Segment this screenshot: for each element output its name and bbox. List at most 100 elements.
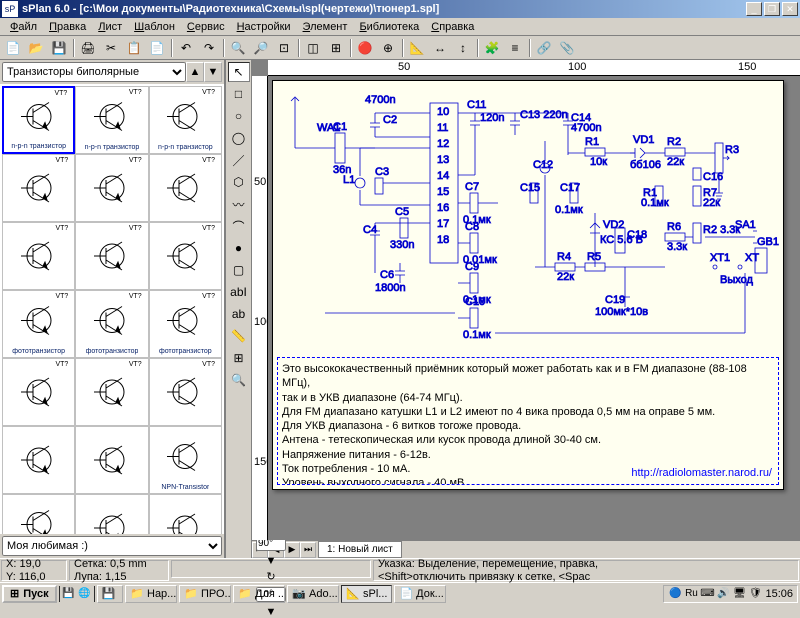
menu-Правка[interactable]: Правка [43,19,92,35]
symbol-cell[interactable]: VT?n-p-n транзистор [75,86,148,154]
lib-next-button[interactable]: ▼ [204,62,222,82]
component-button[interactable]: 🧩 [481,38,503,58]
save-button[interactable]: 💾 [48,38,70,58]
quicklaunch-icon[interactable]: 💾 [62,587,76,601]
svg-text:C3: C3 [375,166,389,178]
menu-Сервис[interactable]: Сервис [181,19,231,35]
menu-Настройки[interactable]: Настройки [231,19,297,35]
print-button[interactable]: 🖨 [77,38,99,58]
status-y: Y: 116,0 [6,571,62,583]
tray-icon[interactable]: ⌨ [700,587,714,601]
menu-Элемент[interactable]: Элемент [297,19,354,35]
symbol-cell[interactable]: VT? [75,154,148,222]
symbol-cell[interactable] [75,426,148,494]
close-button[interactable]: ✕ [782,2,798,16]
symbol-cell[interactable]: VT? [75,358,148,426]
symbol-cell[interactable] [2,426,75,494]
zoom-in-button[interactable]: 🔍 [227,38,249,58]
attach-button[interactable]: 📎 [556,38,578,58]
tool-3[interactable]: ◯ [228,128,250,148]
tool-4[interactable]: ／ [228,150,250,170]
symbol-cell[interactable] [75,494,148,534]
menu-Лист[interactable]: Лист [92,19,128,35]
junction-button[interactable]: ⊕ [377,38,399,58]
flip-h-button[interactable]: ↔ [429,38,451,58]
tray-icon[interactable]: 🔊 [716,587,730,601]
symbol-cell[interactable]: VT? [2,154,75,222]
new-button[interactable]: 📄 [2,38,24,58]
tool-10[interactable]: abI [228,282,250,302]
sheet-tab[interactable]: 1: Новый лист [318,541,402,558]
symbol-cell[interactable]: VT? [149,222,222,290]
tool-8[interactable]: ● [228,238,250,258]
svg-text:12: 12 [437,138,449,150]
tray-icon[interactable]: 🛡 [748,587,762,601]
ruler-horizontal: 50100150 [268,60,800,76]
grid-button[interactable]: ◫ [302,38,324,58]
align-button[interactable]: 📐 [406,38,428,58]
tool-2[interactable]: ○ [228,106,250,126]
symbol-cell[interactable]: VT? [75,222,148,290]
list-button[interactable]: ≡ [504,38,526,58]
svg-text:10к: 10к [590,156,607,168]
menu-Шаблон[interactable]: Шаблон [128,19,181,35]
symbol-cell[interactable]: VT?n-p-n транзистор [2,86,75,154]
tool-7[interactable]: ⌒ [228,216,250,236]
svg-text:R5: R5 [587,251,601,263]
symbol-cell[interactable]: VT? [2,222,75,290]
quicklaunch-icon[interactable]: 🌐 [78,587,92,601]
svg-text:C16: C16 [703,171,723,183]
tool-1[interactable]: □ [228,84,250,104]
lib-prev-button[interactable]: ▲ [186,62,204,82]
redo-button[interactable]: ↷ [198,38,220,58]
tool-14[interactable]: 🔍 [228,370,250,390]
zoom-fit-button[interactable]: ⊡ [273,38,295,58]
cut-button[interactable]: ✂ [100,38,122,58]
library2-dropdown[interactable]: Моя любимая :) [2,536,222,556]
symbol-cell[interactable]: NPN-Transistor [149,426,222,494]
schematic-page[interactable]: C136n 1011 1213 1415 1617 18 C24700n L1 … [272,80,784,490]
sheet-next-button[interactable]: ▶ [284,542,300,558]
symbol-cell[interactable]: VT? [149,154,222,222]
tool-12[interactable]: 📏 [228,326,250,346]
undo-button[interactable]: ↶ [175,38,197,58]
menu-Справка[interactable]: Справка [425,19,480,35]
copy-button[interactable]: 📋 [123,38,145,58]
menu-bar: ФайлПравкаЛистШаблонСервисНастройкиЭлеме… [0,18,800,36]
svg-text:WA1: WA1 [317,122,340,134]
drawing-canvas[interactable]: C136n 1011 1213 1415 1617 18 C24700n L1 … [268,76,800,540]
symbol-cell[interactable]: VT?фототранзистор [75,290,148,358]
tool-6[interactable]: 〰 [228,194,250,214]
node-button[interactable]: 🔴 [354,38,376,58]
minimize-button[interactable]: _ [746,2,762,16]
symbol-cell[interactable]: VT? [149,358,222,426]
tool-9[interactable]: ▢ [228,260,250,280]
symbol-cell[interactable]: VT? [2,358,75,426]
tray-icon[interactable]: 🔵 [668,587,682,601]
symbol-cell[interactable]: VT?фототранзистор [149,290,222,358]
symbol-cell[interactable]: VT?фототранзистор [2,290,75,358]
svg-text:XT: XT [745,252,759,264]
tool-0[interactable]: ↖ [228,62,250,82]
svg-text:16: 16 [437,202,449,214]
link-button[interactable]: 🔗 [533,38,555,58]
tool-13[interactable]: ⊞ [228,348,250,368]
library-dropdown[interactable]: Транзисторы биполярные [2,62,186,82]
tray-icon[interactable]: 🖥 [732,587,746,601]
menu-Файл[interactable]: Файл [4,19,43,35]
open-button[interactable]: 📂 [25,38,47,58]
sheet-last-button[interactable]: ⏭ [300,542,316,558]
maximize-button[interactable]: ❐ [764,2,780,16]
tool-5[interactable]: ⬡ [228,172,250,192]
flip-v-button[interactable]: ↕ [452,38,474,58]
symbol-cell[interactable]: VT?n-p-n транзистор [149,86,222,154]
symbol-cell[interactable] [149,494,222,534]
tool-11[interactable]: ab [228,304,250,324]
symbol-cell[interactable]: Abcd [2,494,75,534]
snap-button[interactable]: ⊞ [325,38,347,58]
tray-icon[interactable]: Ru [684,587,698,601]
zoom-out-button[interactable]: 🔎 [250,38,272,58]
menu-Библиотека[interactable]: Библиотека [353,19,425,35]
paste-button[interactable]: 📄 [146,38,168,58]
svg-text:C6: C6 [380,269,394,281]
